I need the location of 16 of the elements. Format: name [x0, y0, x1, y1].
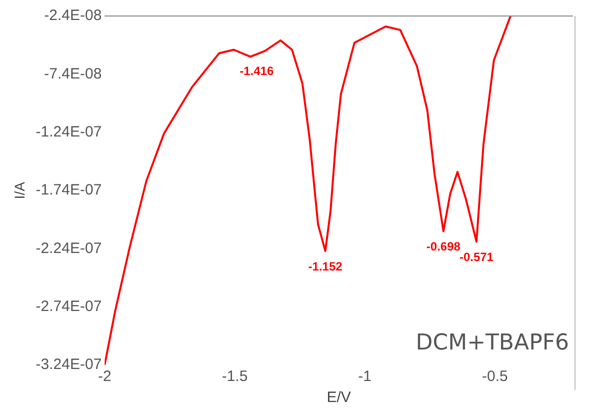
annotation: -1.416 — [240, 64, 274, 78]
y-axis-title: I/A — [11, 181, 28, 200]
x-axis-title: E/V — [326, 389, 351, 406]
x-tick-label: -1.5 — [222, 368, 248, 386]
annotation: DCM+TBAPF6 — [416, 330, 569, 356]
x-tick-label: -0.5 — [482, 368, 508, 386]
annotation: -1.152 — [308, 259, 343, 274]
y-tick-label: -7.4E-08 — [44, 65, 102, 82]
y-tick-label: -2.4E-08 — [44, 7, 102, 24]
annotation: -0.571 — [459, 250, 494, 264]
y-tick-label: -2.24E-07 — [36, 240, 102, 257]
y-tick-label: -2.74E-07 — [36, 298, 102, 315]
x-tick-label: -1 — [358, 368, 372, 386]
y-tick-label: -1.74E-07 — [36, 182, 102, 199]
y-tick-label: -1.24E-07 — [36, 123, 102, 140]
annotation: -0.698 — [426, 240, 461, 254]
